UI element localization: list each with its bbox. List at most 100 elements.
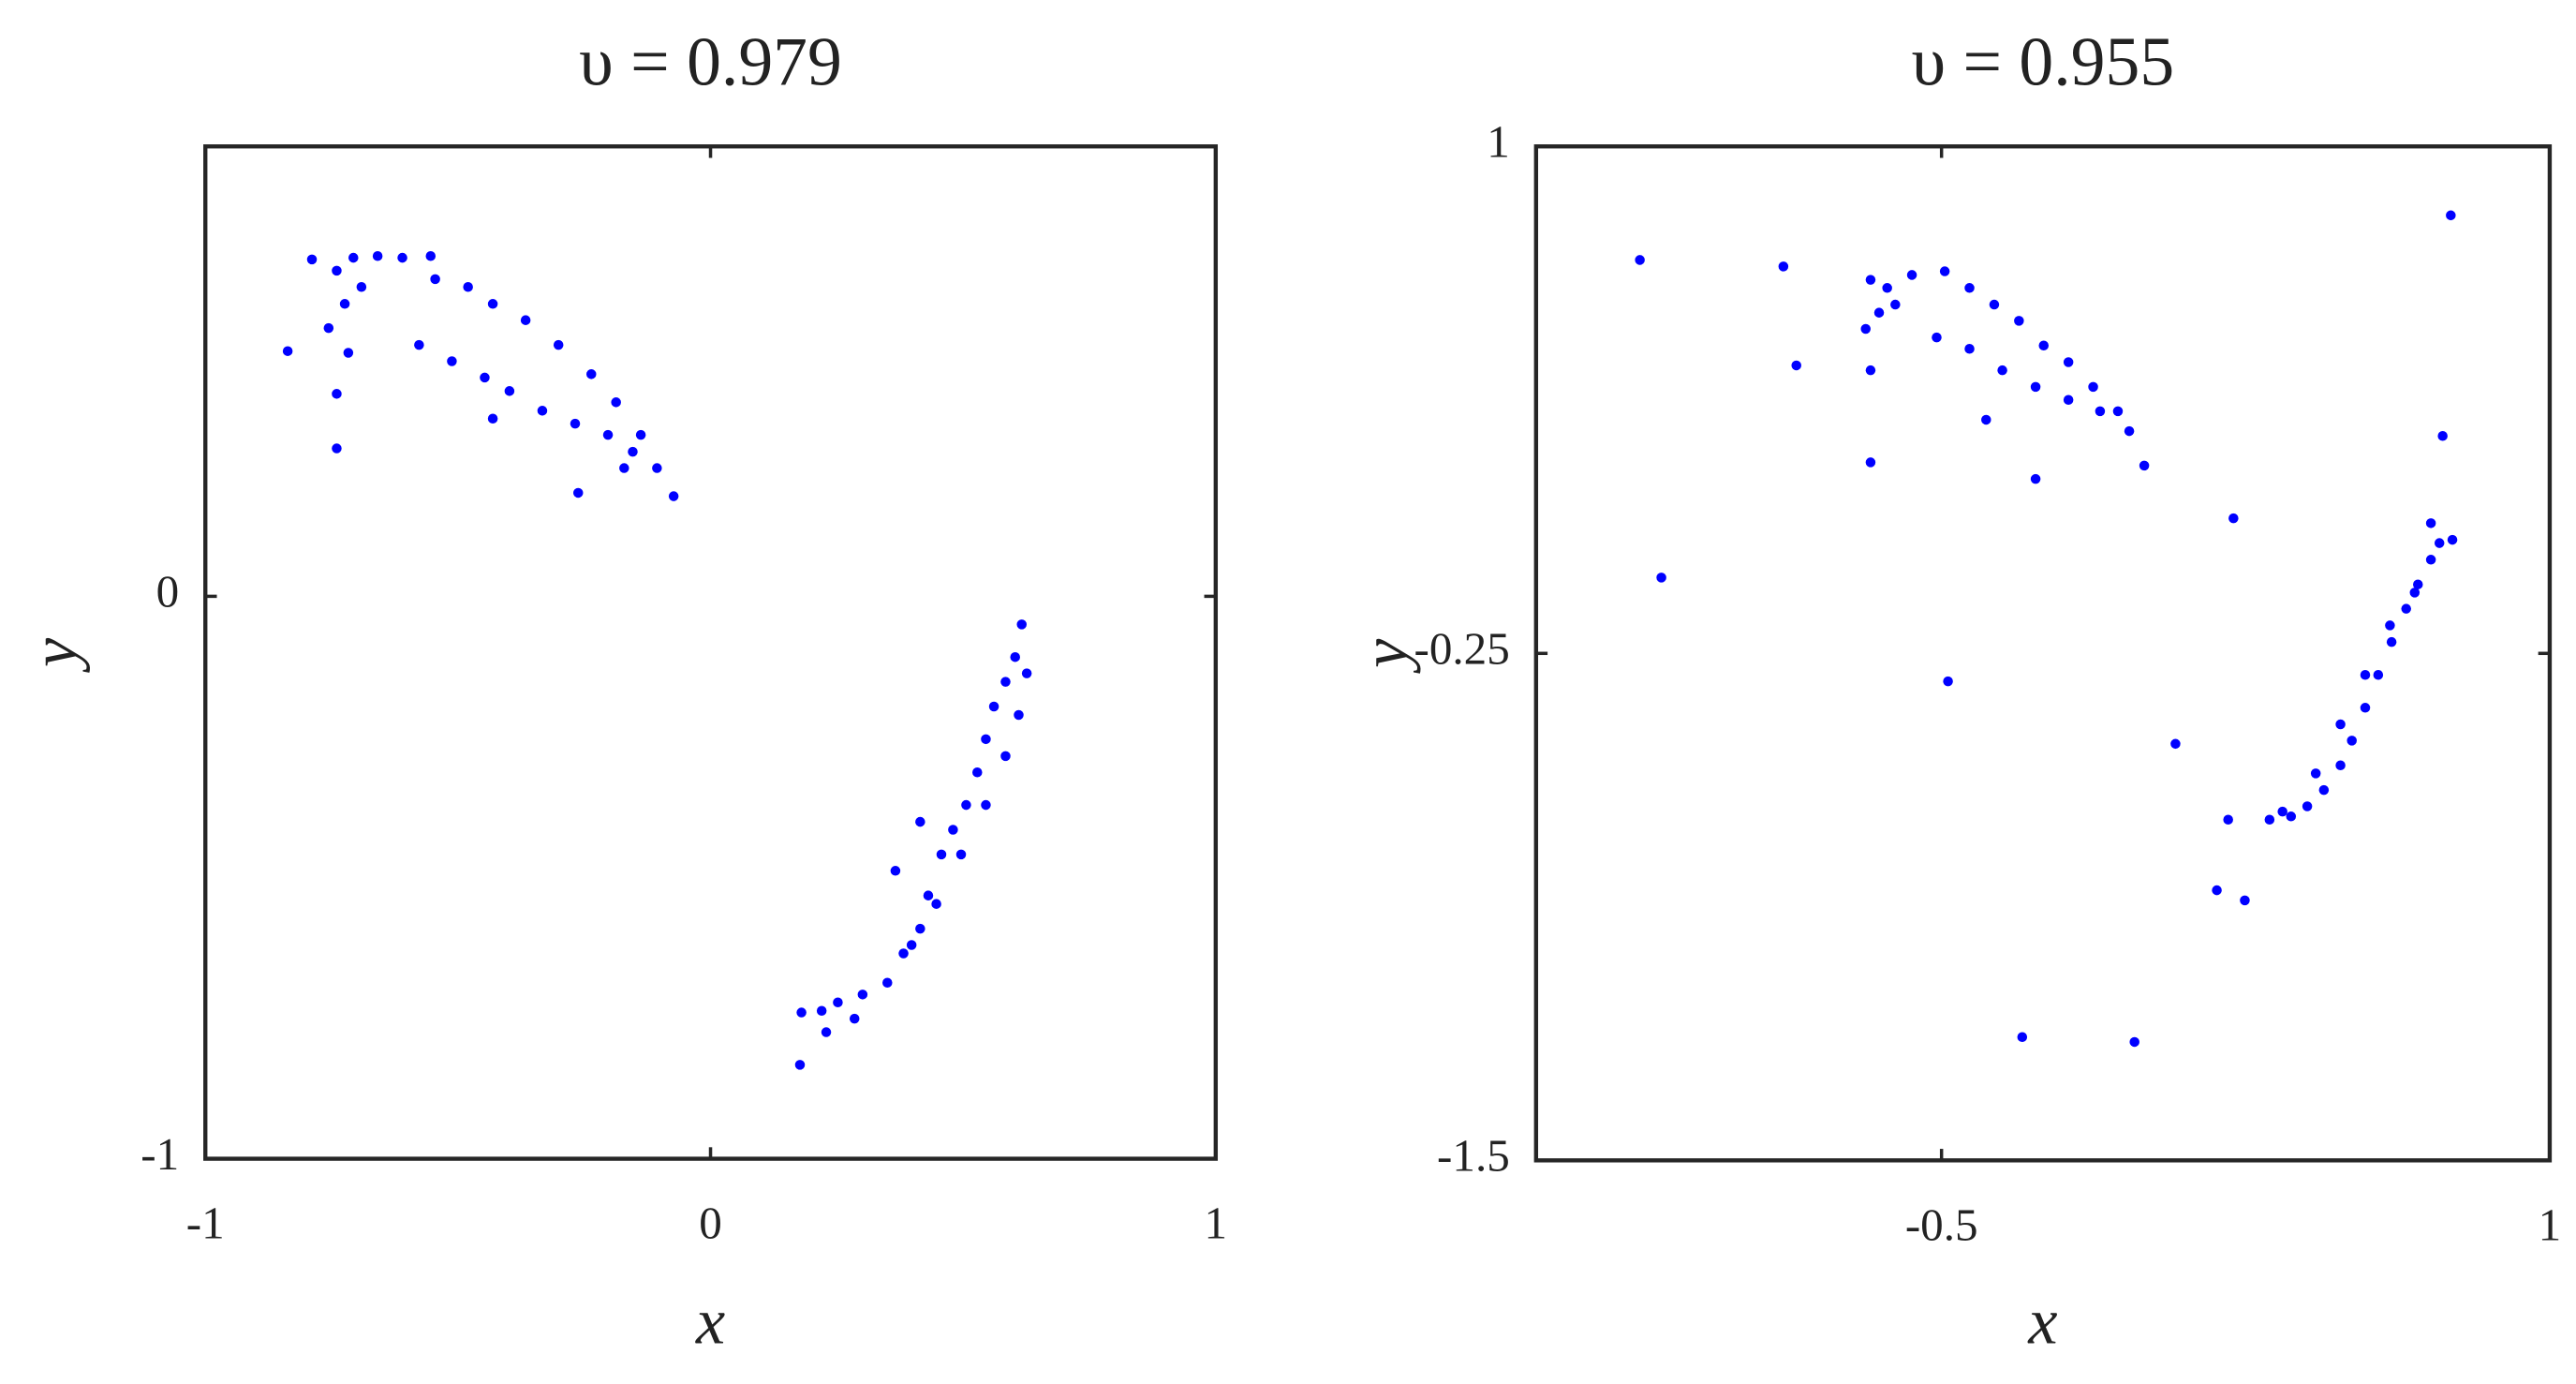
- point: [537, 406, 548, 416]
- x-tick-label: 1: [1205, 1198, 1228, 1249]
- point: [2446, 210, 2456, 221]
- point: [890, 866, 901, 876]
- point: [2088, 381, 2098, 393]
- point: [948, 825, 958, 835]
- point: [2212, 885, 2222, 896]
- point: [981, 734, 991, 745]
- point: [2124, 425, 2135, 437]
- point: [1989, 299, 2000, 310]
- point: [635, 429, 646, 440]
- point: [332, 443, 342, 454]
- point: [348, 252, 359, 263]
- point: [1865, 457, 1876, 468]
- point: [2030, 473, 2041, 484]
- point: [1873, 307, 1885, 318]
- point: [2385, 620, 2395, 631]
- point: [936, 849, 947, 860]
- point: [1791, 360, 1801, 371]
- point: [1997, 365, 2007, 376]
- point: [1635, 255, 1645, 265]
- y-tick-label: 0: [156, 566, 180, 618]
- point: [857, 990, 868, 1000]
- point: [619, 463, 629, 473]
- y-tick-label: -0.25: [1414, 623, 1510, 675]
- point: [972, 766, 983, 778]
- point: [447, 356, 457, 366]
- x-tick-label: -0.5: [1905, 1198, 1978, 1250]
- point: [821, 1027, 832, 1037]
- point: [356, 282, 367, 292]
- point: [2017, 1032, 2028, 1043]
- point: [833, 997, 843, 1007]
- chart-title: υ = 0.955: [1912, 23, 2175, 100]
- point: [796, 1007, 807, 1018]
- point: [2112, 406, 2124, 417]
- point: [882, 977, 893, 988]
- point: [2335, 719, 2346, 730]
- point: [2095, 406, 2106, 417]
- point: [2014, 316, 2024, 326]
- point: [2413, 579, 2423, 589]
- point: [2063, 394, 2074, 406]
- x-tick-label: -1: [186, 1198, 225, 1249]
- point: [570, 418, 581, 429]
- point: [652, 463, 662, 473]
- point: [2425, 555, 2436, 565]
- point: [2401, 603, 2411, 614]
- point: [585, 369, 597, 379]
- point: [849, 1013, 860, 1024]
- point: [520, 315, 531, 325]
- point: [1964, 343, 1975, 354]
- point: [2286, 811, 2297, 822]
- point: [628, 446, 638, 457]
- plot-area: [1533, 144, 2553, 1163]
- point: [372, 251, 383, 261]
- point: [1860, 323, 1871, 335]
- point: [2170, 738, 2181, 750]
- point: [2063, 357, 2074, 367]
- point: [1906, 270, 1917, 280]
- point: [931, 899, 941, 909]
- point: [1981, 414, 1991, 425]
- point: [1943, 676, 1953, 687]
- point: [2360, 703, 2371, 713]
- point: [1778, 261, 1789, 272]
- point: [332, 389, 342, 399]
- point: [1656, 573, 1666, 583]
- point: [923, 890, 934, 900]
- point: [668, 491, 679, 501]
- point: [2264, 814, 2275, 826]
- point: [2302, 801, 2313, 811]
- point: [1865, 275, 1876, 285]
- point: [397, 252, 407, 263]
- point: [306, 254, 318, 265]
- point: [915, 816, 925, 827]
- point: [2038, 340, 2050, 351]
- point: [2437, 431, 2448, 441]
- point: [794, 1060, 806, 1070]
- x-tick-label: 1: [2539, 1198, 2562, 1250]
- point: [2335, 760, 2346, 771]
- point: [816, 1005, 827, 1016]
- point: [1016, 619, 1028, 630]
- point: [2360, 669, 2371, 680]
- point: [906, 940, 917, 950]
- y-tick-label: -1: [141, 1128, 179, 1180]
- point: [282, 346, 293, 356]
- point: [981, 799, 991, 811]
- point: [1865, 365, 1876, 376]
- point: [1014, 709, 1024, 721]
- point: [572, 487, 584, 499]
- point: [2277, 806, 2287, 817]
- point: [2434, 538, 2445, 548]
- point: [487, 413, 498, 424]
- point: [343, 348, 354, 358]
- point: [414, 339, 424, 350]
- point: [1964, 283, 1975, 293]
- point: [988, 701, 999, 712]
- point: [2318, 784, 2330, 796]
- point: [1010, 651, 1020, 662]
- point: [955, 849, 967, 860]
